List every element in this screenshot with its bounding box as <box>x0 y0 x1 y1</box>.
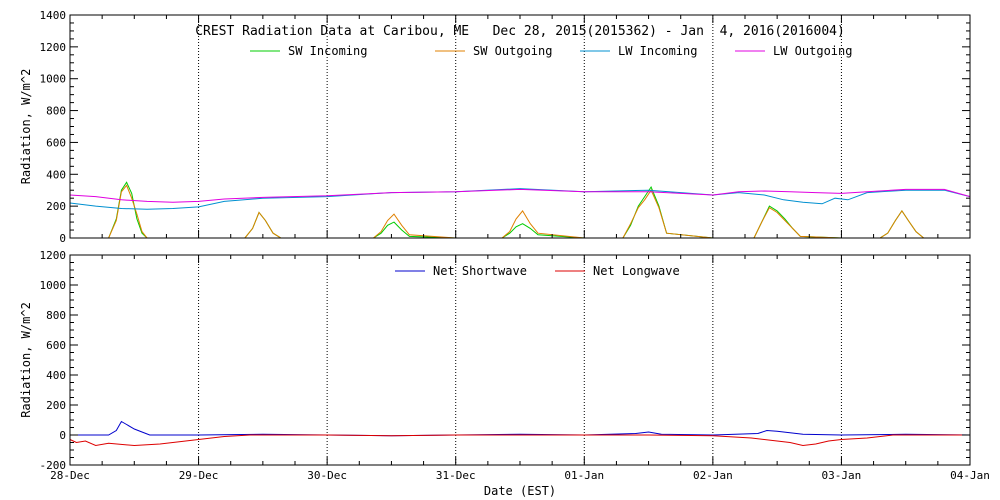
y-tick-label: 600 <box>46 136 66 149</box>
y-tick-label: 1000 <box>40 73 67 86</box>
series-line-lw-outgoing <box>69 188 971 203</box>
y-axis-label: Radiation, W/m^2 <box>19 69 33 185</box>
panel-2 <box>69 254 971 466</box>
x-tick-label: 28-Dec <box>50 469 90 482</box>
y-tick-label: 1200 <box>40 41 67 54</box>
legend-label: Net Longwave <box>593 264 680 278</box>
y-tick-label: 1200 <box>40 249 67 262</box>
y-tick-label: 0 <box>59 232 66 245</box>
y-tick-label: 400 <box>46 369 66 382</box>
chart-title: CREST Radiation Data at Caribou, ME Dec … <box>195 24 845 39</box>
x-tick-label: 02-Jan <box>693 469 733 482</box>
x-tick-label: 31-Dec <box>436 469 476 482</box>
y-tick-label: 1000 <box>40 279 67 292</box>
y-tick-label: -200 <box>40 459 67 472</box>
legend-label: LW Outgoing <box>773 44 852 58</box>
y-tick-label: 0 <box>59 429 66 442</box>
legend-label: Net Shortwave <box>433 264 527 278</box>
y-axis-label: Radiation, W/m^2 <box>19 302 33 418</box>
x-tick-label: 30-Dec <box>307 469 347 482</box>
series-line-net-longwave <box>69 434 970 447</box>
y-tick-label: 200 <box>46 200 66 213</box>
legend-label: SW Outgoing <box>473 44 552 58</box>
y-tick-label: 800 <box>46 105 66 118</box>
series-line-net-shortwave <box>70 420 971 437</box>
series-line-lw-incoming <box>69 188 971 210</box>
y-tick-label: 200 <box>46 399 66 412</box>
x-tick-label: 29-Dec <box>179 469 219 482</box>
y-tick-label: 600 <box>46 339 66 352</box>
legend-label: LW Incoming <box>618 44 697 58</box>
x-axis-label: Date (EST) <box>484 484 556 498</box>
x-tick-label: 03-Jan <box>822 469 862 482</box>
y-tick-label: 400 <box>46 168 66 181</box>
legend-label: SW Incoming <box>288 44 367 58</box>
y-tick-label: 800 <box>46 309 66 322</box>
x-tick-label: 01-Jan <box>564 469 604 482</box>
y-tick-label: 1400 <box>40 9 67 22</box>
panel-1 <box>69 14 971 239</box>
series-line-sw-incoming <box>70 181 970 239</box>
x-tick-label: 04-Jan <box>950 469 990 482</box>
plot-frame <box>69 254 971 466</box>
